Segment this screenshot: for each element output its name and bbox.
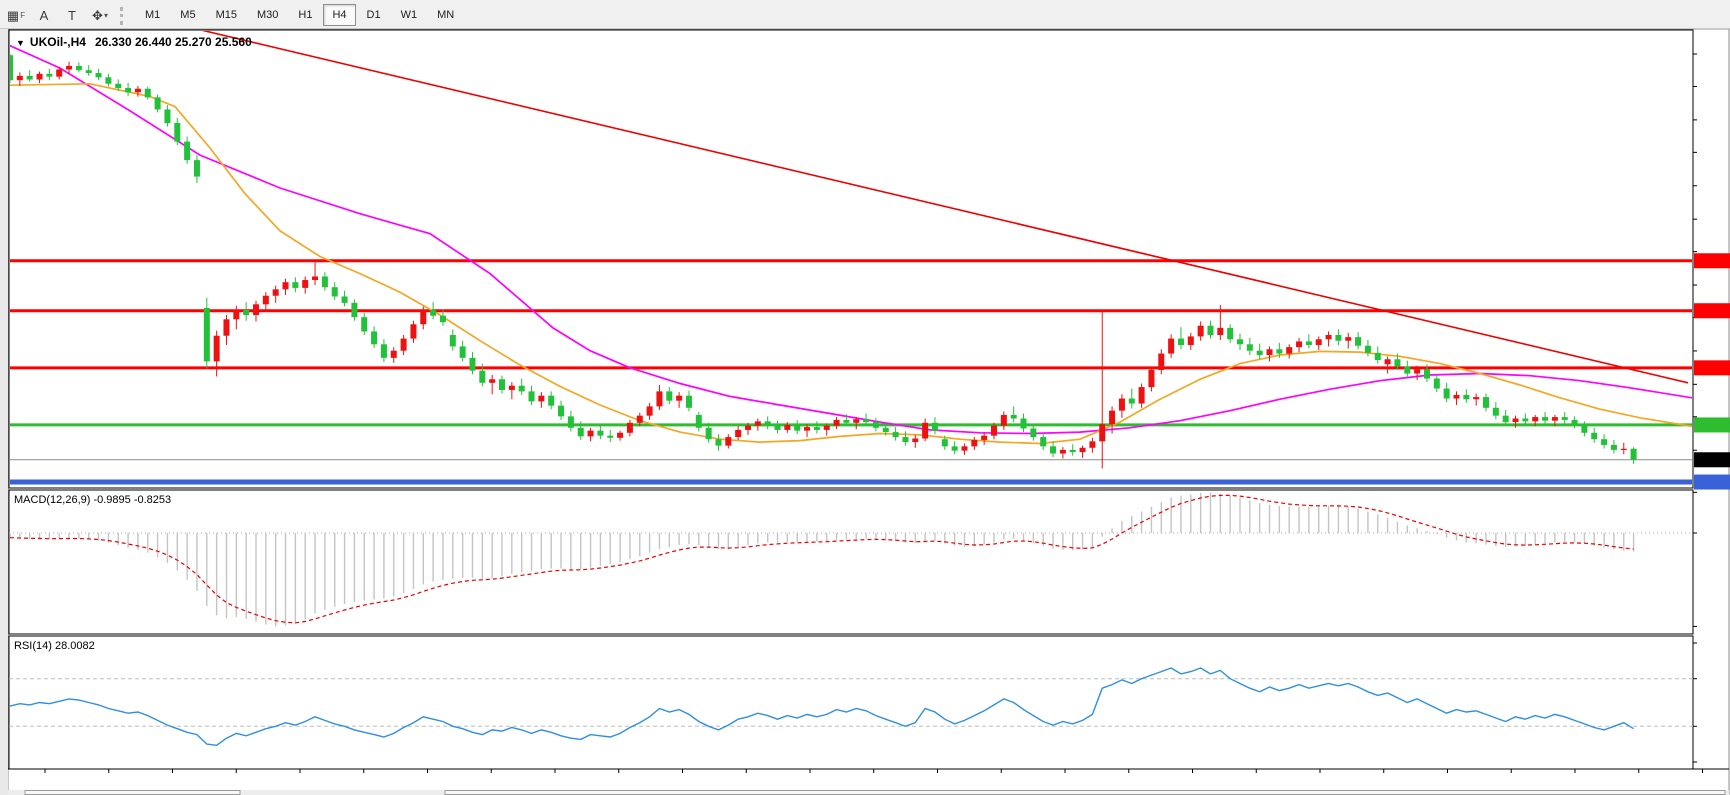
tf-button-M30[interactable]: M30: [256, 9, 279, 21]
tf-button-M5[interactable]: M5: [180, 9, 196, 21]
tf-button-W1[interactable]: W1: [400, 9, 418, 21]
current-price-badge: [1694, 452, 1730, 468]
bottom-tab[interactable]: [24, 790, 241, 795]
toolbar-grip[interactable]: [120, 7, 129, 25]
main-chart-pane[interactable]: [8, 29, 1694, 489]
macd-indicator-label: MACD(12,26,9) -0.9895 -0.8253: [14, 494, 172, 506]
drawing-tools-group: ▦ F A T ✥ ▾: [2, 5, 114, 28]
bottom-tab[interactable]: [444, 790, 1726, 795]
candles-layer: [10, 53, 1637, 469]
ohlc-readout: 26.330 26.440 25.270 25.560: [94, 35, 252, 49]
macd-signal-line: [9, 494, 1634, 624]
rsi-indicator-label: RSI(14) 28.0082: [14, 640, 95, 652]
timeframe-group: M1 M5 M15 M30 H1 H4 D1 W1 MN: [135, 4, 464, 28]
macd-pane[interactable]: [8, 489, 1694, 635]
tf-button-D1[interactable]: D1: [366, 9, 381, 21]
ma-slow-magenta: [10, 44, 1692, 435]
ma-fast-orange: [10, 82, 1692, 445]
rsi-line: [9, 667, 1634, 747]
chart-title[interactable]: ▼ UKOil-,H4 26.330 26.440 25.270 25.560: [16, 35, 252, 49]
symbol-timeframe-label: UKOil-,H4: [29, 35, 86, 49]
tf-button-H1[interactable]: H1: [298, 9, 313, 21]
hline-badge-36.000: [1694, 303, 1730, 319]
tf-button-H4[interactable]: H4: [323, 4, 356, 26]
hline-badge-39.500: [1694, 253, 1730, 269]
hline-badge-24.000: [1694, 474, 1730, 490]
text-tool-icon[interactable]: A: [39, 8, 49, 23]
main-plot-layer: [10, 27, 1692, 485]
macd-histogram: [9, 492, 1635, 627]
left-edge-strip: [0, 29, 8, 795]
fibonacci-tool-icon[interactable]: ▦ F: [6, 7, 26, 23]
tf-button-MN[interactable]: MN: [437, 9, 455, 21]
tf-button-M1[interactable]: M1: [145, 9, 161, 21]
rsi-pane[interactable]: [8, 635, 1694, 770]
tf-button-M15[interactable]: M15: [215, 9, 237, 21]
symbol-dropdown-icon[interactable]: ▼: [16, 38, 25, 48]
top-toolbar: ▦ F A T ✥ ▾ M1 M5 M15 M30 H1 H4 D1 W1 MN: [0, 0, 1730, 29]
descending-trendline[interactable]: [190, 27, 1689, 384]
text-label-tool-icon[interactable]: T: [68, 8, 76, 23]
hline-badge-32.000: [1694, 360, 1730, 376]
hline-badge-28.000: [1694, 417, 1730, 433]
arrows-tool-icon[interactable]: ✥ ▾: [92, 7, 108, 23]
